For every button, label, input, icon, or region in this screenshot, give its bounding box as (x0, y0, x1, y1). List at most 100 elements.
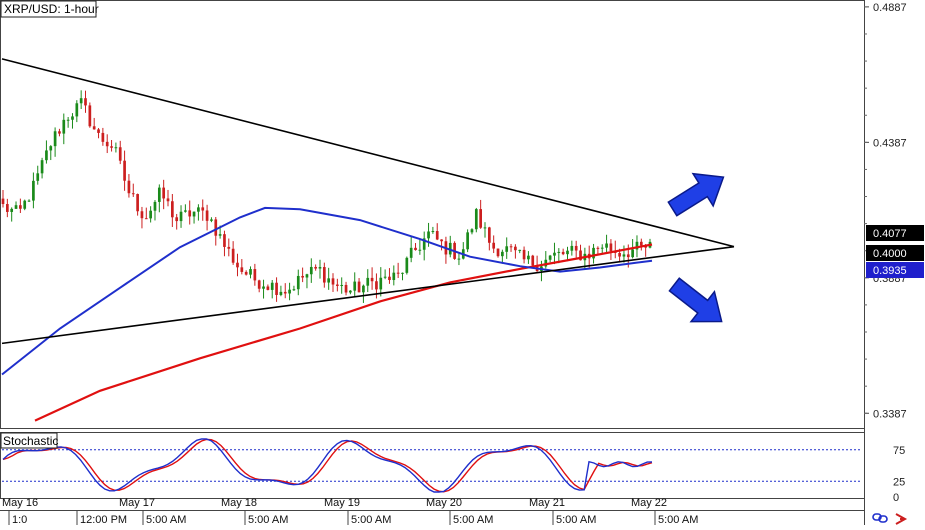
price-tag-label: 0.4077 (873, 228, 907, 240)
candle-body (283, 291, 287, 294)
candle-body (131, 193, 135, 195)
candle-body (331, 278, 335, 285)
candle-body (370, 277, 374, 282)
candle-body (171, 201, 174, 218)
candle-body (409, 247, 413, 258)
candle-body (305, 274, 309, 278)
time-label: 5:00 AM (351, 514, 391, 525)
price-tag-bg (866, 225, 924, 241)
trendline-upper (1, 58, 735, 248)
candle-body (340, 284, 344, 286)
candle-body (383, 276, 387, 278)
candle-body (401, 272, 404, 274)
candle-body (609, 243, 613, 252)
candle-body (336, 284, 339, 286)
candle-body (266, 286, 270, 290)
price-tag-label: 0.4000 (873, 248, 907, 260)
time-label: 12:00 PM (80, 514, 127, 525)
candle-body (514, 246, 517, 251)
candle-body (396, 272, 400, 274)
candle-body (197, 207, 200, 212)
candle-body (75, 103, 79, 117)
candle-body (92, 126, 96, 130)
candle-body (596, 247, 600, 249)
candle-body (84, 98, 87, 106)
candle-body (210, 219, 213, 221)
candle-body (518, 249, 522, 251)
candle-body (118, 147, 122, 161)
candle-body (600, 247, 604, 249)
candle-body (140, 211, 144, 219)
candle-body (570, 245, 574, 251)
candle-body (553, 252, 556, 256)
link-icon-ring-a (872, 513, 882, 521)
stoch-tick-label: 75 (893, 445, 905, 457)
candle-body (123, 160, 126, 181)
time-label: 1:0 (12, 514, 27, 525)
candle-body (522, 249, 526, 260)
candle-body (422, 238, 426, 250)
candle-body (357, 281, 361, 293)
candle-body (622, 254, 626, 257)
chart-frames (0, 0, 865, 525)
candle-body (249, 269, 252, 275)
candle-body (431, 231, 435, 233)
candle-body (639, 241, 643, 246)
price-tags: 0.4077 0.4000 0.3935 (866, 225, 924, 278)
candle-body (14, 205, 18, 209)
candle-body (561, 251, 565, 255)
stoch-tick-label: 25 (893, 476, 905, 488)
candle-body (505, 246, 509, 252)
candle-body (557, 251, 561, 253)
stochastic-label: Stochastic (3, 434, 58, 448)
ma-fast-line (34, 243, 653, 422)
arrow-icon[interactable] (895, 513, 908, 525)
candle-body (53, 131, 57, 147)
candle-body (479, 209, 482, 228)
candle-body (448, 242, 452, 255)
candle-body (218, 234, 222, 236)
candle-body (231, 248, 235, 263)
price-tick-label: 0.4387 (873, 137, 907, 149)
stochastic-label-bg (0, 432, 58, 449)
candle-body (314, 266, 317, 269)
candle-body (88, 105, 92, 127)
candle-body (101, 132, 105, 142)
candle-body (605, 243, 608, 248)
chart-title-box: XRP/USD: 1-hour (0, 0, 99, 18)
candle-body (5, 204, 9, 212)
candle-body (223, 234, 226, 247)
date-label: May 21 (529, 497, 565, 509)
date-labels: May 16 May 17 May 18 May 19 May 20 May 21 May … (2, 497, 667, 509)
stoch-tick-label: 0 (893, 492, 899, 504)
price-tick-label: 0.3387 (873, 408, 907, 420)
candle-body (509, 246, 513, 248)
candle-body (45, 150, 48, 161)
candle-body (362, 285, 365, 293)
candle-body (427, 231, 430, 239)
price-tag-bg (866, 262, 924, 278)
candle-body (375, 281, 378, 290)
candle-body (435, 231, 439, 240)
candle-body (23, 200, 27, 209)
link-icon[interactable] (872, 513, 888, 523)
candle-body (71, 116, 74, 120)
candle-body (166, 198, 170, 202)
candle-body (201, 207, 205, 211)
candle-body (440, 239, 443, 242)
candle-body (27, 200, 31, 202)
candle-body (353, 281, 357, 291)
candle-body (40, 160, 44, 174)
candle-body (157, 187, 161, 202)
candle-body (1, 198, 5, 205)
trendline-lower (1, 245, 735, 345)
time-label: 5:00 AM (248, 514, 288, 525)
candle-body (483, 227, 487, 229)
candle-body (136, 194, 139, 212)
candle-body (344, 284, 348, 293)
date-label: May 16 (2, 497, 38, 509)
candle-body (192, 211, 196, 217)
candle-body (127, 180, 131, 194)
